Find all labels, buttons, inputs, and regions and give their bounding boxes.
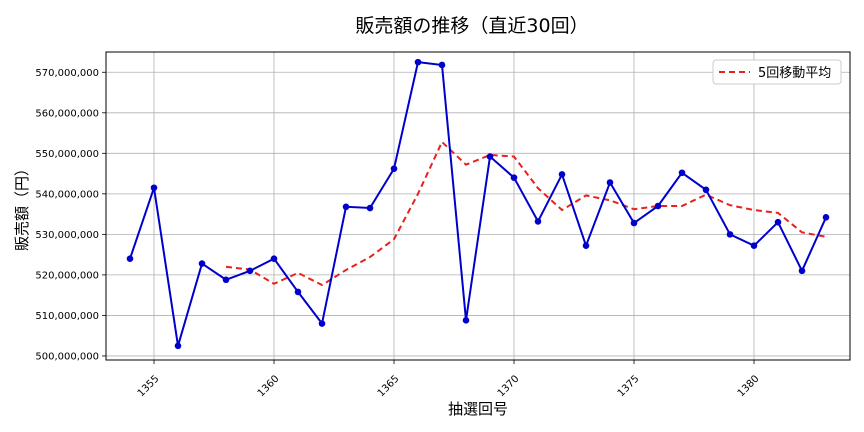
sales-line xyxy=(129,61,827,347)
plot-frame xyxy=(105,51,851,361)
sales-point xyxy=(270,255,278,262)
sales-point xyxy=(462,316,470,324)
y-axis-title: 販売額（円） xyxy=(13,161,31,251)
sales-point xyxy=(798,267,806,275)
sales-point xyxy=(390,165,398,173)
sales-point xyxy=(486,153,494,160)
sales-point xyxy=(150,184,158,192)
y-tick-label: 550,000,000 xyxy=(35,149,99,160)
sales-point xyxy=(582,242,590,250)
sales-point xyxy=(534,218,542,225)
sales-point xyxy=(438,61,446,69)
x-tick-label: 1365 xyxy=(376,373,402,399)
x-axis-title: 抽選回号 xyxy=(448,400,508,418)
x-axis-ticks: 1355 1360 1365 1370 1375 1380 xyxy=(136,360,762,399)
y-tick-label: 560,000,000 xyxy=(35,108,99,119)
sales-point xyxy=(630,219,638,227)
legend-frame xyxy=(712,59,842,85)
sales-point xyxy=(342,203,350,211)
chart-title: 販売額の推移（直近30回） xyxy=(355,15,588,37)
sales-point xyxy=(414,58,422,66)
y-tick-label: 500,000,000 xyxy=(35,351,99,362)
sales-point xyxy=(822,214,830,221)
series-layer xyxy=(126,58,830,350)
sales-point xyxy=(126,255,134,262)
x-tick-label: 1355 xyxy=(136,373,162,399)
y-axis-ticks: 500,000,000 510,000,000 520,000,000 530,000… xyxy=(35,68,106,362)
y-tick-label: 520,000,000 xyxy=(35,270,99,281)
sales-point xyxy=(750,242,758,250)
sales-point xyxy=(294,288,302,296)
sales-point xyxy=(726,231,734,238)
y-tick-label: 570,000,000 xyxy=(35,68,99,79)
sales-point xyxy=(174,342,182,350)
y-tick-label: 540,000,000 xyxy=(35,189,99,200)
sales-point xyxy=(654,202,662,210)
sales-point xyxy=(558,171,566,178)
sales-point xyxy=(678,169,686,177)
sales-point xyxy=(222,276,230,284)
sales-point xyxy=(774,218,782,226)
sales-point xyxy=(246,267,254,275)
x-tick-label: 1375 xyxy=(616,373,642,399)
x-tick-label: 1360 xyxy=(256,373,282,399)
moving-average-line xyxy=(225,140,827,287)
y-tick-label: 530,000,000 xyxy=(35,230,99,241)
sales-point xyxy=(702,186,710,194)
sales-point xyxy=(606,179,614,186)
x-tick-label: 1380 xyxy=(736,373,762,399)
x-tick-label: 1370 xyxy=(496,373,522,399)
sales-point xyxy=(366,204,374,212)
sales-point xyxy=(198,260,206,267)
y-tick-label: 510,000,000 xyxy=(35,311,99,322)
legend-moving-average-label: 5回移動平均 xyxy=(758,66,831,81)
legend: 5回移動平均 xyxy=(712,59,842,85)
sales-point xyxy=(318,320,326,327)
sales-point xyxy=(510,174,518,181)
